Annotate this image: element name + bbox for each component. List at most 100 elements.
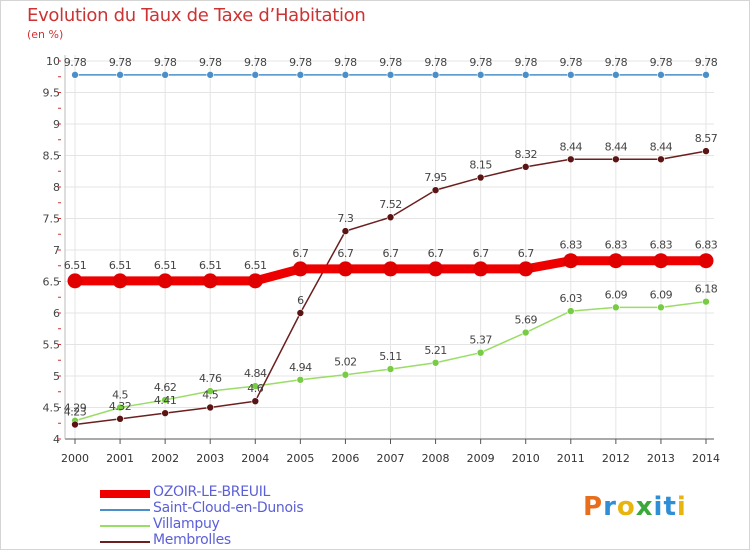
y-tick-label: 9.5 [43,87,61,100]
y-tick-label: 6 [53,307,60,320]
data-label: 9.78 [109,56,132,69]
x-tick-label: 2000 [61,452,89,465]
x-tick-label: 2008 [422,452,450,465]
data-label: 6.83 [650,239,673,252]
data-label: 5.69 [514,314,537,327]
y-tick-label: 10 [46,55,60,68]
data-label: 4.5 [202,389,218,402]
data-point [657,303,665,312]
data-label: 4.5 [112,389,128,402]
data-point [612,71,620,79]
proxiti-logo: Proxiti [583,492,687,522]
data-point [476,71,485,79]
data-label: 4.32 [109,400,132,413]
data-label: 8.57 [695,132,718,145]
data-point [206,71,215,79]
data-label: 6.09 [605,288,628,301]
data-point [292,261,308,277]
data-label: 8.44 [560,140,583,153]
data-point [112,273,128,289]
data-label: 9.78 [560,56,583,69]
data-point [251,71,260,79]
data-label: 6.83 [560,239,583,252]
data-label: 9.78 [334,56,357,69]
data-label: 4.84 [244,367,267,380]
legend-swatch-membrolles [100,541,150,543]
logo-letter: r [603,492,617,522]
data-label: 7.52 [379,198,402,211]
data-point [341,71,350,79]
data-point [702,147,710,155]
data-point [296,309,305,317]
data-label: 9.78 [199,56,222,69]
logo-letter: t [663,492,677,522]
data-label: 6.7 [337,247,353,260]
data-point [251,397,260,406]
data-label: 9.78 [469,56,492,69]
data-point [566,155,575,164]
data-label: 4.94 [289,361,312,374]
x-tick-label: 2006 [331,452,359,465]
data-label: 6.7 [473,247,489,260]
data-point [116,71,124,79]
y-tick-label: 4 [53,433,60,446]
data-label: 9.78 [424,56,447,69]
x-tick-label: 2014 [692,452,720,465]
data-point [206,403,215,412]
data-point [383,261,398,277]
data-label: 6.51 [154,259,177,272]
data-label: 6.7 [428,247,444,260]
data-point [161,396,169,404]
legend-label-saint-cloud: Saint-Cloud-en-Dunois [153,500,304,516]
legend-swatch-ozoir [100,490,150,498]
y-tick-label: 6.5 [43,276,61,289]
data-point [612,155,620,164]
legend-label-membrolles: Membrolles [153,532,231,548]
data-label: 8.15 [469,159,492,172]
data-label: 8.44 [605,140,628,153]
data-label: 7.95 [424,171,447,184]
data-point [202,273,218,289]
data-label: 6.83 [695,239,718,252]
data-label: 6.51 [199,259,222,272]
data-label: 6 [297,294,304,307]
logo-letter: i [653,492,664,522]
data-label: 9.78 [244,56,267,69]
data-label: 6.7 [292,247,308,260]
x-tick-label: 2009 [467,452,495,465]
data-label: 5.37 [469,334,492,347]
data-label: 6.51 [64,259,87,272]
data-label: 9.78 [64,56,87,69]
x-tick-label: 2012 [602,452,630,465]
data-label: 9.78 [514,56,537,69]
data-point [702,297,710,306]
data-label: 6.51 [109,259,132,272]
x-tick-label: 2002 [151,452,179,465]
data-label: 6.03 [560,292,583,305]
data-label: 4.62 [154,381,177,394]
x-tick-label: 2005 [286,452,314,465]
x-tick-label: 2011 [557,452,585,465]
data-label: 4.76 [199,372,222,385]
chart-title: Evolution du Taux de Taxe d’Habitation [27,5,366,26]
data-point [521,163,530,171]
y-tick-label: 5 [53,370,60,383]
x-tick-label: 2007 [377,452,405,465]
data-label: 4.29 [64,402,87,415]
logo-letter: i [676,492,687,522]
data-label: 7.3 [337,212,353,225]
data-point [161,71,169,79]
y-tick-label: 5.5 [43,339,61,352]
data-label: 9.78 [650,56,673,69]
logo-letter: o [616,492,636,522]
data-label: 8.44 [650,140,673,153]
x-tick-label: 2013 [647,452,675,465]
x-tick-label: 2001 [106,452,134,465]
legend-swatch-villampuy [100,525,150,527]
data-point [386,365,395,373]
logo-letter: P [583,492,604,522]
x-tick-label: 2004 [241,452,269,465]
data-point [657,155,665,164]
data-label: 6.83 [605,239,628,252]
data-point [431,358,440,367]
